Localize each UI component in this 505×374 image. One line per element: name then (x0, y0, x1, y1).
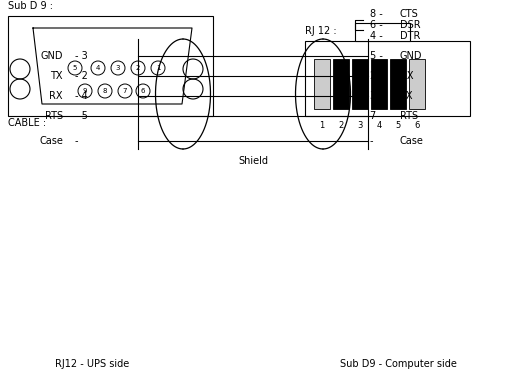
Text: RX: RX (49, 91, 63, 101)
Text: GND: GND (399, 51, 422, 61)
Text: 1: 1 (319, 121, 324, 130)
Text: 3: 3 (116, 65, 120, 71)
Text: RJ 12 :: RJ 12 : (305, 26, 336, 36)
Text: 6 -: 6 - (369, 20, 382, 30)
Bar (355, 23, 409, 41)
Text: CTS: CTS (399, 9, 418, 19)
Text: 4: 4 (95, 65, 100, 71)
Text: 7: 7 (123, 88, 127, 94)
Text: 3 -: 3 - (369, 91, 382, 101)
Text: GND: GND (40, 51, 63, 61)
Bar (351, 59, 367, 109)
Text: 8: 8 (103, 88, 107, 94)
Text: 3: 3 (357, 121, 362, 130)
Text: Case: Case (399, 136, 423, 146)
Text: RX: RX (399, 71, 413, 81)
Text: - 4: - 4 (75, 91, 87, 101)
Text: 2: 2 (338, 121, 343, 130)
Text: 5: 5 (73, 65, 77, 71)
Text: 6: 6 (414, 121, 419, 130)
Text: 7 -: 7 - (369, 111, 382, 121)
Text: - 2: - 2 (75, 71, 88, 81)
Bar (305, 41, 469, 116)
Text: RTS: RTS (399, 111, 417, 121)
Text: CABLE :: CABLE : (8, 118, 46, 128)
Text: DSR: DSR (399, 20, 420, 30)
Text: 4: 4 (376, 121, 381, 130)
Text: Shield: Shield (237, 156, 268, 166)
Text: -: - (75, 136, 78, 146)
Text: 4 -: 4 - (369, 31, 382, 41)
Text: DTR: DTR (399, 31, 420, 41)
Text: TX: TX (399, 91, 412, 101)
Text: RJ12 - UPS side: RJ12 - UPS side (55, 359, 129, 369)
Bar (408, 59, 424, 109)
Text: TX: TX (50, 71, 63, 81)
Text: 6: 6 (140, 88, 145, 94)
Text: 5 -: 5 - (369, 51, 382, 61)
Text: -: - (369, 136, 373, 146)
Text: - 3: - 3 (75, 51, 87, 61)
Bar (314, 59, 329, 109)
Text: 2: 2 (135, 65, 140, 71)
Text: 8 -: 8 - (369, 9, 382, 19)
Bar (332, 59, 348, 109)
Text: - 5: - 5 (75, 111, 88, 121)
Text: 5: 5 (394, 121, 400, 130)
Text: 9: 9 (83, 88, 87, 94)
Text: Sub D 9 :: Sub D 9 : (8, 1, 53, 11)
Bar (389, 59, 405, 109)
Bar (370, 59, 386, 109)
Text: Sub D9 - Computer side: Sub D9 - Computer side (339, 359, 456, 369)
Text: 1: 1 (156, 65, 160, 71)
Text: RTS: RTS (45, 111, 63, 121)
Text: 2 -: 2 - (369, 71, 382, 81)
Text: Case: Case (39, 136, 63, 146)
Bar (8, 16, 213, 116)
